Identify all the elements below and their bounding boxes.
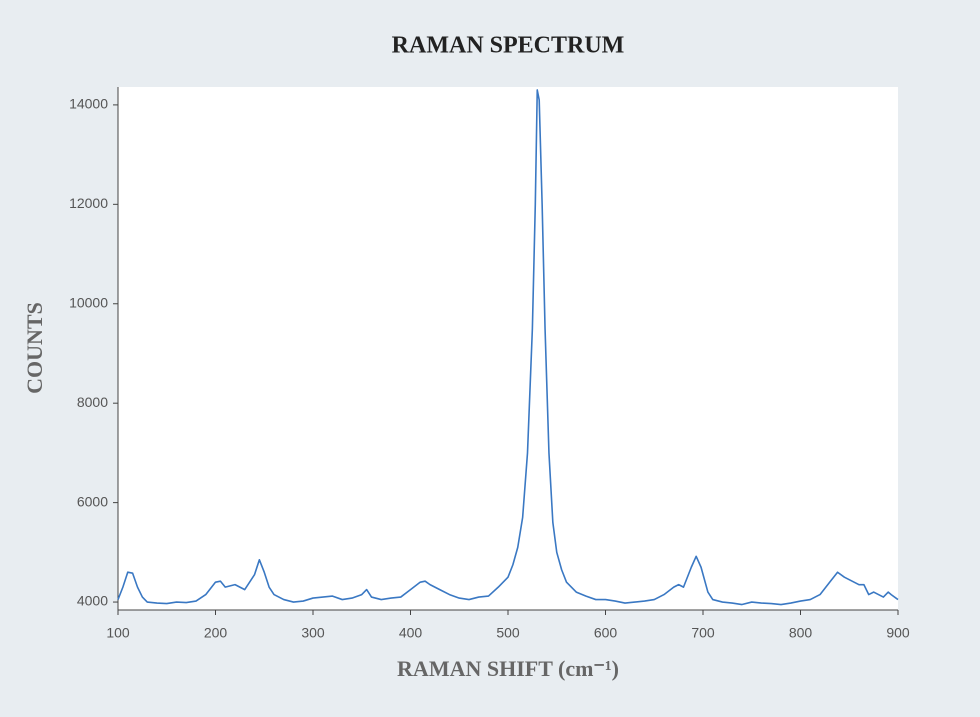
x-tick-label: 800 xyxy=(789,625,813,641)
x-tick-label: 900 xyxy=(886,625,910,641)
y-axis-label: COUNTS xyxy=(22,302,47,394)
x-tick-label: 700 xyxy=(691,625,715,641)
y-tick-label: 14000 xyxy=(69,96,108,112)
x-axis-label: RAMAN SHIFT (cm⁻¹) xyxy=(397,656,619,681)
spectrum-line xyxy=(117,89,899,606)
chart-title: RAMAN SPECTRUM xyxy=(392,33,625,59)
x-tick-label: 400 xyxy=(399,625,423,641)
y-tick-label: 6000 xyxy=(77,493,108,509)
y-tick-label: 8000 xyxy=(77,394,108,410)
y-tick-label: 10000 xyxy=(69,294,108,310)
x-tick-label: 300 xyxy=(301,625,325,641)
x-tick-label: 100 xyxy=(106,625,130,641)
plot-area xyxy=(118,87,898,610)
x-tick-label: 500 xyxy=(496,625,520,641)
x-tick-label: 600 xyxy=(594,625,618,641)
y-tick-label: 4000 xyxy=(77,593,108,609)
x-tick-label: 200 xyxy=(204,625,228,641)
y-tick-label: 12000 xyxy=(69,195,108,211)
